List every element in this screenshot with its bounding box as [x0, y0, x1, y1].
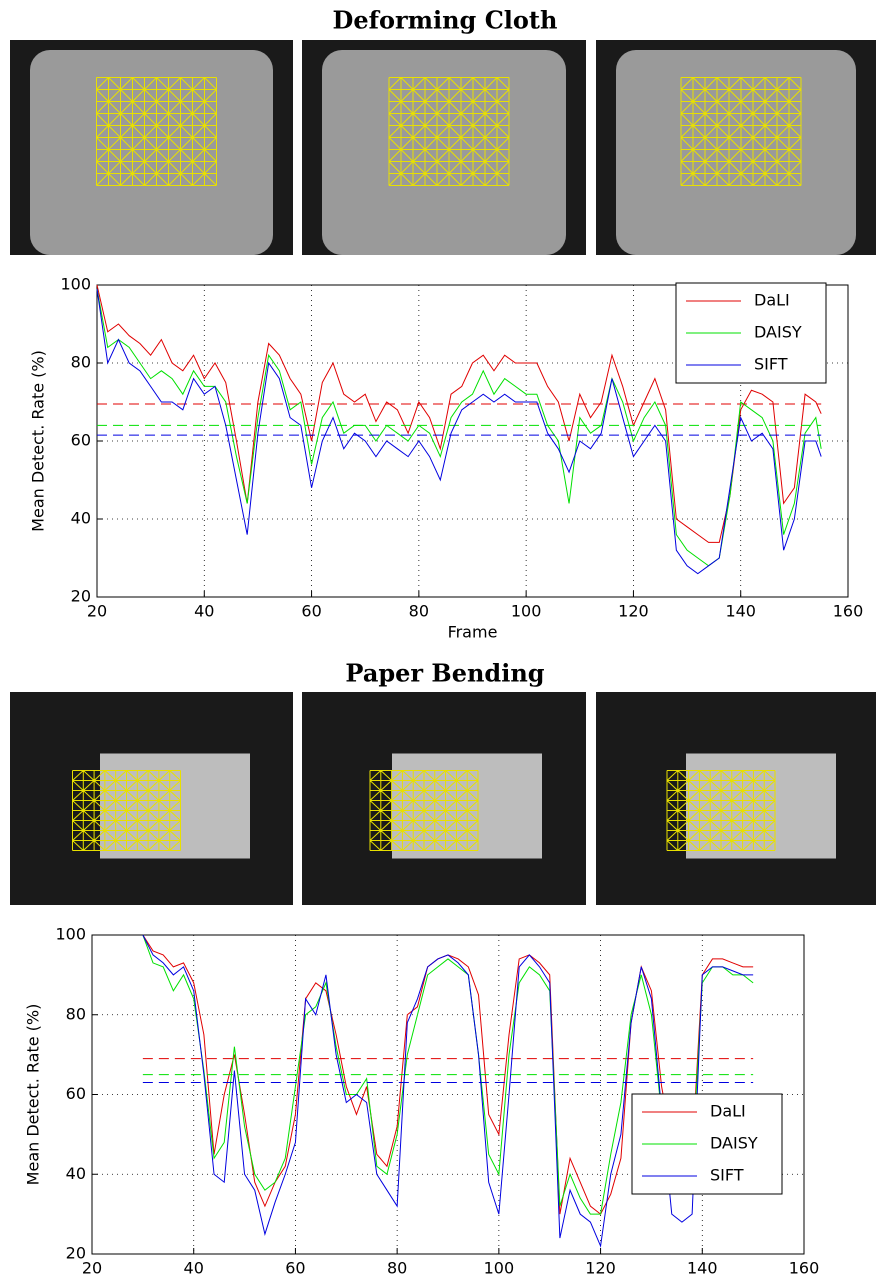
x-tick-label: 120 [618, 602, 649, 621]
mesh [96, 77, 217, 186]
x-tick-label: 160 [833, 602, 864, 621]
x-axis-label: Frame [448, 623, 498, 642]
data-line [142, 934, 754, 1248]
x-tick-label: 40 [184, 1259, 204, 1277]
y-tick-label: 60 [71, 431, 91, 450]
y-tick-label: 80 [71, 353, 91, 372]
x-tick-label: 20 [87, 602, 107, 621]
y-tick-label: 60 [66, 1084, 86, 1103]
photo [10, 692, 293, 905]
photo [10, 40, 293, 255]
legend-label: DAISY [754, 323, 802, 342]
x-tick-label: 140 [687, 1259, 718, 1277]
y-tick-label: 20 [66, 1244, 86, 1263]
x-tick-label: 60 [301, 602, 321, 621]
x-tick-label: 160 [789, 1259, 820, 1277]
x-tick-label: 120 [585, 1259, 616, 1277]
x-tick-label: 140 [725, 602, 756, 621]
y-tick-label: 100 [55, 925, 86, 944]
legend: DaLI DAISY SIFT [631, 1093, 783, 1195]
data-line [96, 288, 822, 575]
y-tick-label: 20 [71, 587, 91, 606]
photo [596, 40, 876, 255]
mesh [72, 770, 181, 851]
y-tick-label: 80 [66, 1004, 86, 1023]
legend-label: SIFT [754, 355, 788, 374]
shirt [322, 50, 566, 255]
mesh [369, 770, 479, 851]
x-tick-label: 40 [194, 602, 214, 621]
chart-title: Deforming Cloth [333, 6, 558, 35]
y-tick-label: 100 [60, 275, 91, 294]
data-line [96, 288, 822, 567]
legend-label: SIFT [710, 1166, 744, 1185]
mesh [666, 770, 776, 851]
data-line [96, 284, 822, 543]
x-tick-label: 20 [82, 1259, 102, 1277]
legend-label: DaLI [754, 291, 790, 310]
shirt [616, 50, 856, 255]
legend-label: DAISY [710, 1134, 758, 1153]
data-line [142, 934, 754, 1215]
shirt [30, 50, 273, 255]
legend-label: DaLI [710, 1102, 746, 1121]
x-tick-label: 60 [285, 1259, 305, 1277]
mesh [388, 77, 510, 186]
photo [596, 692, 876, 905]
mesh [680, 77, 802, 186]
y-axis-label: Mean Detect. Rate (%) [24, 1004, 43, 1186]
x-tick-label: 100 [484, 1259, 515, 1277]
photo [302, 40, 586, 255]
y-axis-label: Mean Detect. Rate (%) [29, 350, 48, 532]
chart-title: Paper Bending [345, 659, 544, 688]
x-tick-label: 80 [409, 602, 429, 621]
legend: DaLI DAISY SIFT [675, 282, 827, 384]
photo [302, 692, 586, 905]
x-tick-label: 80 [387, 1259, 407, 1277]
x-tick-label: 100 [511, 602, 542, 621]
y-tick-label: 40 [71, 509, 91, 528]
y-tick-label: 40 [66, 1164, 86, 1183]
